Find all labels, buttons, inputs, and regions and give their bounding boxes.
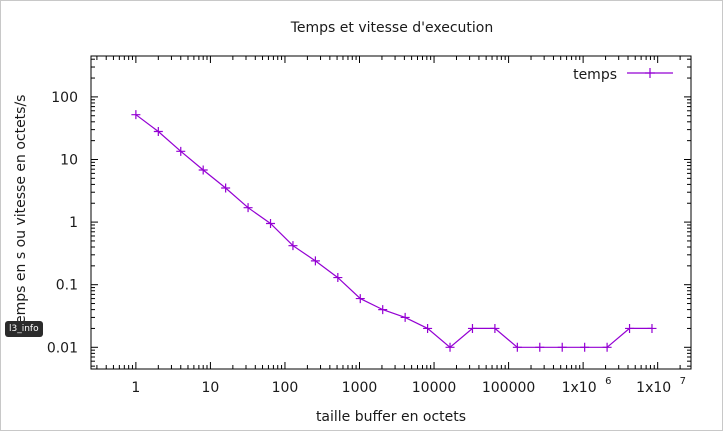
x-tick-label: 100: [272, 380, 299, 396]
data-point-marker: [400, 312, 410, 322]
series-line-temps: [135, 114, 652, 349]
data-point-marker: [355, 294, 365, 304]
data-point-marker: [266, 218, 276, 228]
data-point-marker: [625, 323, 635, 333]
x-tick-label: 1000: [342, 380, 378, 396]
tooltip: l3_info: [5, 321, 43, 337]
x-tick-label: 10: [202, 380, 220, 396]
y-tick-label: 1: [69, 215, 78, 231]
data-point-marker: [176, 146, 186, 156]
data-point-marker: [131, 110, 141, 120]
legend-label-temps: temps: [573, 67, 617, 83]
plot-area-border: [90, 55, 692, 370]
legend-marker-temps: [645, 68, 655, 78]
x-tick-label: 10000: [412, 380, 457, 396]
y-tick-label: 0.01: [47, 340, 78, 356]
data-point-marker: [512, 342, 522, 352]
legend: temps: [573, 67, 673, 83]
x-tick-label: 1x10: [562, 380, 597, 396]
data-point-marker: [557, 342, 567, 352]
data-point-marker: [535, 342, 545, 352]
series-layer: [131, 110, 657, 352]
data-point-marker: [378, 305, 388, 315]
data-point-marker: [243, 203, 253, 213]
data-point-marker: [333, 273, 343, 283]
chart-title: Temps et vitesse d'execution: [290, 20, 494, 36]
x-tick-exponent: 6: [605, 376, 611, 387]
x-axis-label: taille buffer en octets: [316, 409, 466, 425]
data-point-marker: [288, 241, 298, 251]
y-axis-ticks: 0.01 0.1 1 10 100: [47, 58, 691, 367]
y-axis-label: temps en s ou vitesse en octets/s: [13, 95, 29, 330]
data-point-marker: [221, 183, 231, 193]
data-point-marker: [580, 342, 590, 352]
data-point-marker: [445, 342, 455, 352]
data-point-marker: [153, 126, 163, 136]
x-tick-exponent: 7: [680, 376, 686, 387]
data-point-marker: [647, 323, 657, 333]
y-tick-label: 0.1: [56, 278, 78, 294]
x-tick-label: 100000: [482, 380, 535, 396]
data-point-marker: [467, 323, 477, 333]
data-point-marker: [423, 323, 433, 333]
data-point-marker: [490, 323, 500, 333]
x-tick-label: 1: [131, 380, 140, 396]
y-tick-label: 100: [51, 90, 78, 106]
y-tick-label: 10: [60, 152, 78, 168]
data-point-marker: [602, 342, 612, 352]
data-point-marker: [198, 165, 208, 175]
x-axis-ticks: 1 10 100 1000 10000 100000 1x10 6 1x10 7: [96, 56, 686, 396]
data-point-marker: [310, 256, 320, 266]
x-tick-label: 1x10: [636, 380, 671, 396]
